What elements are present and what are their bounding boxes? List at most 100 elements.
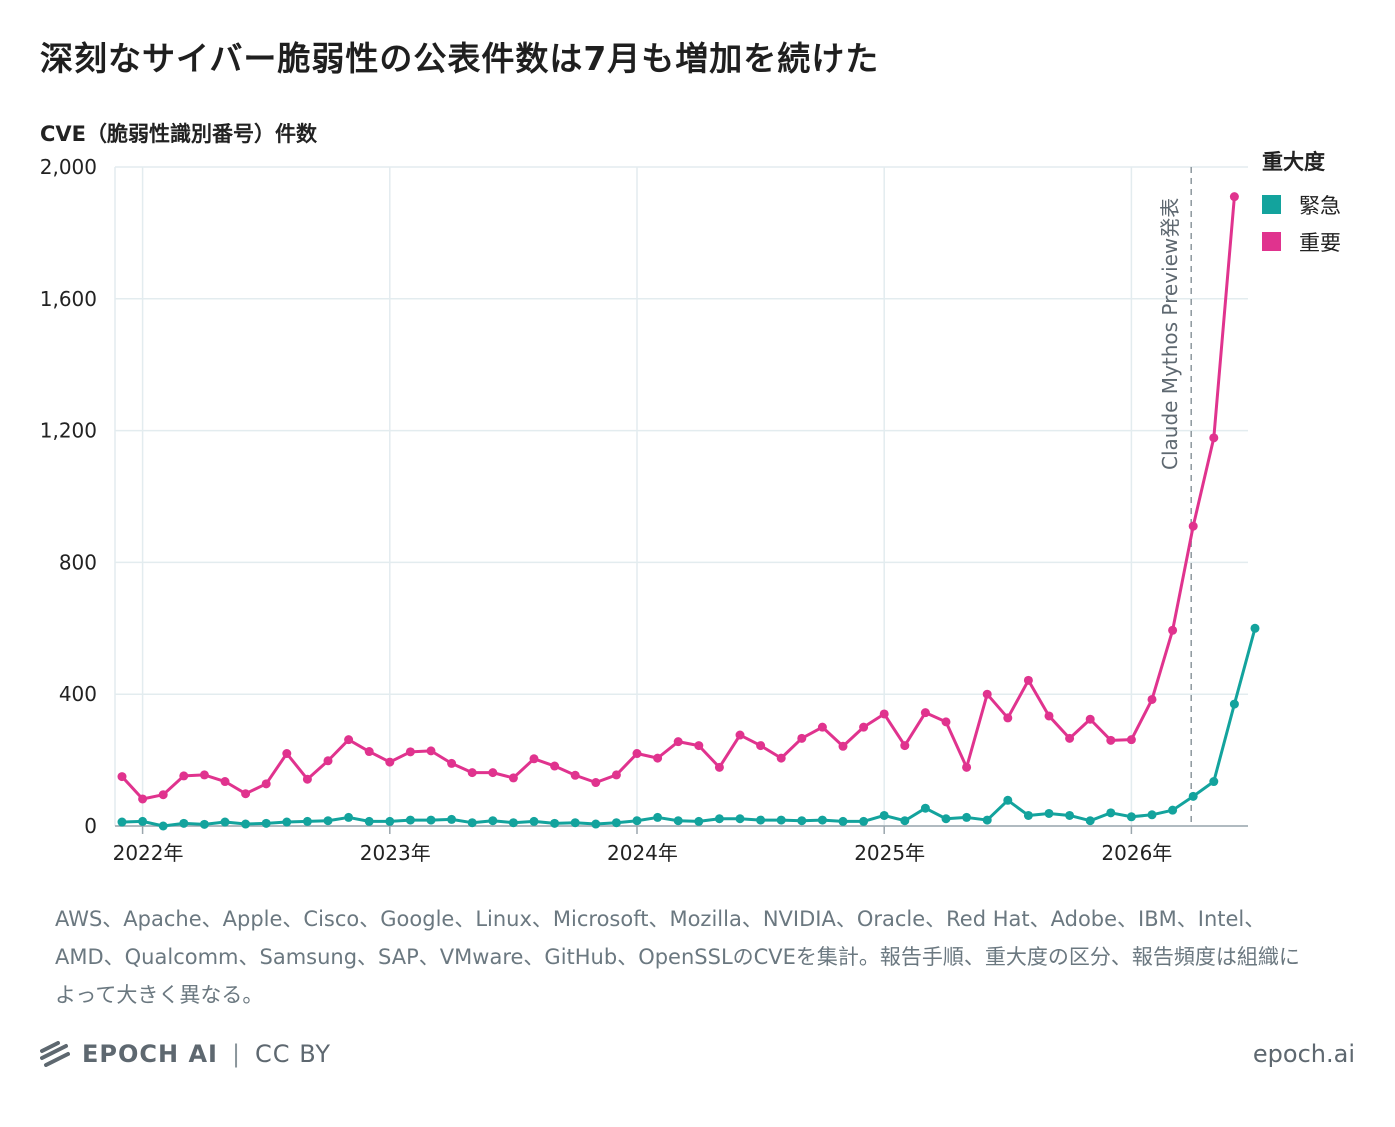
legend-swatch-critical: [1262, 195, 1281, 214]
data-point: [550, 761, 560, 771]
data-point: [817, 722, 827, 732]
data-point: [1147, 810, 1157, 820]
data-point: [941, 814, 951, 824]
data-point: [673, 737, 683, 747]
data-point: [611, 818, 621, 828]
data-point: [941, 717, 951, 727]
data-point: [859, 816, 869, 826]
y-tick-label: 0: [84, 814, 97, 838]
data-point: [1065, 810, 1075, 820]
x-tick-label: 2025年: [854, 841, 925, 865]
data-point: [962, 762, 972, 772]
data-point: [1209, 433, 1219, 443]
y-tick-label: 400: [59, 682, 97, 706]
data-point: [508, 818, 518, 828]
data-point: [1003, 713, 1013, 723]
brand-name: EPOCH AI: [82, 1040, 218, 1068]
license-label: CC BY: [255, 1040, 332, 1068]
y-tick-label: 1,600: [40, 287, 97, 311]
y-tick-label: 800: [59, 550, 97, 574]
data-point: [179, 818, 189, 828]
data-point: [756, 741, 766, 751]
data-point: [797, 733, 807, 743]
data-point: [261, 779, 271, 789]
data-point: [962, 812, 972, 822]
data-point: [776, 815, 786, 825]
y-tick-label: 2,000: [40, 155, 97, 179]
legend-label-critical: 緊急: [1299, 193, 1341, 218]
data-point: [653, 812, 663, 822]
legend-title: 重大度: [1262, 150, 1325, 174]
data-point: [344, 735, 354, 745]
legend: 重大度 緊急 重要: [1262, 146, 1341, 260]
data-point: [879, 810, 889, 820]
series-line-high: [120, 196, 1236, 801]
data-point: [1023, 810, 1033, 820]
data-point: [714, 762, 724, 772]
data-point: [1085, 714, 1095, 724]
data-point: [405, 815, 415, 825]
data-point: [694, 741, 704, 751]
x-tick-label: 2022年: [113, 841, 184, 865]
data-point: [529, 816, 539, 826]
data-point: [900, 741, 910, 751]
data-point: [199, 819, 209, 829]
data-point: [1126, 735, 1136, 745]
data-point: [323, 756, 333, 766]
data-point: [1168, 625, 1178, 635]
data-point: [1250, 623, 1260, 633]
data-point: [1209, 777, 1219, 787]
data-point: [797, 816, 807, 826]
data-point: [158, 790, 168, 800]
data-point: [1065, 733, 1075, 743]
data-point: [1044, 711, 1054, 721]
data-point: [776, 753, 786, 763]
data-point: [282, 817, 292, 827]
data-point: [879, 709, 889, 719]
data-point: [302, 816, 312, 826]
legend-label-high: 重要: [1299, 230, 1341, 255]
data-point: [323, 816, 333, 826]
data-point: [385, 757, 395, 767]
data-point: [220, 777, 230, 787]
legend-item-high: 重要: [1262, 223, 1341, 260]
footer-separator: |: [231, 1040, 242, 1068]
x-tick-label: 2023年: [360, 841, 431, 865]
data-point: [261, 818, 271, 828]
site-link[interactable]: epoch.ai: [1252, 1040, 1355, 1068]
data-point: [632, 816, 642, 826]
legend-item-critical: 緊急: [1262, 186, 1341, 223]
x-tick-label: 2026年: [1101, 841, 1172, 865]
data-point: [982, 689, 992, 699]
data-point: [364, 816, 374, 826]
data-point: [447, 814, 457, 824]
data-point: [158, 821, 168, 831]
chart-title: 深刻なサイバー脆弱性の公表件数は7月も増加を続けた: [40, 39, 880, 78]
data-point: [405, 747, 415, 757]
data-point: [344, 812, 354, 822]
data-point: [488, 816, 498, 826]
data-point: [1229, 699, 1239, 709]
data-point: [426, 815, 436, 825]
chart-note: AWS、Apache、Apple、Cisco、Google、Linux、Micr…: [55, 907, 1300, 1007]
data-point: [591, 778, 601, 788]
line-chart: 0 400 800 1,200 1,600 2,000 2022年 2023年 2024年 202…: [40, 155, 1260, 865]
y-tick-label: 1,200: [40, 419, 97, 443]
data-point: [920, 803, 930, 813]
data-point: [385, 816, 395, 826]
data-point: [529, 754, 539, 764]
data-point: [1188, 791, 1198, 801]
data-point: [735, 730, 745, 740]
y-axis-label: CVE（脆弱性識別番号）件数: [40, 122, 318, 146]
grid-layer: [115, 166, 1248, 827]
data-point: [1003, 795, 1013, 805]
data-point: [570, 818, 580, 828]
data-point: [488, 768, 498, 778]
data-point: [838, 741, 848, 751]
series-layer: [117, 192, 1260, 831]
data-point: [1044, 808, 1054, 818]
data-point: [714, 814, 724, 824]
footer-logo[interactable]: EPOCH AI | CC BY: [40, 1040, 331, 1068]
data-point: [467, 768, 477, 778]
data-point: [653, 753, 663, 763]
